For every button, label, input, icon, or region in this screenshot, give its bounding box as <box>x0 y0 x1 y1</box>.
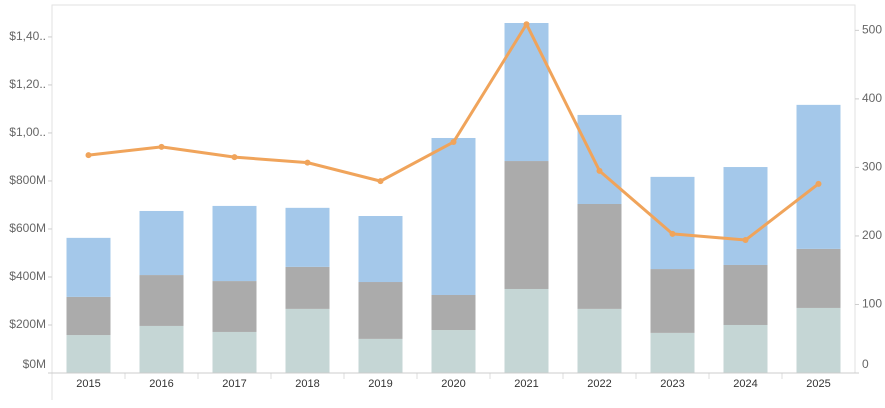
x-tick-label: 2023 <box>660 378 684 390</box>
bar-segment <box>650 332 695 373</box>
bar-segment <box>723 264 768 325</box>
bar-segment <box>504 288 549 373</box>
bar-segment <box>577 114 622 205</box>
y2-tick-label: 200 <box>862 228 882 242</box>
x-tick-label: 2025 <box>806 378 830 390</box>
line-point <box>742 237 749 244</box>
bar-segment <box>723 167 768 265</box>
x-tick-label: 2015 <box>76 378 100 390</box>
bar-segment <box>650 269 695 333</box>
y-tick-label: $200M <box>9 317 46 331</box>
line-point <box>377 178 384 185</box>
bar-segment <box>577 204 622 309</box>
bar-segment <box>139 210 184 276</box>
bar-segment <box>358 216 403 283</box>
x-tick-label: 2021 <box>514 378 538 390</box>
bar-segment <box>431 137 476 295</box>
bar-segment <box>139 275 184 326</box>
x-tick-label: 2018 <box>295 378 319 390</box>
y-tick-label: $1,20.. <box>9 77 46 91</box>
line-point <box>85 152 92 159</box>
x-tick-label: 2017 <box>222 378 246 390</box>
x-tick-label: 2019 <box>368 378 392 390</box>
line-point <box>231 154 238 161</box>
bar-segment <box>212 281 257 332</box>
bar-segment <box>139 325 184 373</box>
bar-segment <box>431 294 476 331</box>
bar-segment <box>285 207 330 267</box>
bar-segment <box>358 338 403 373</box>
bar-segment <box>796 248 841 308</box>
bar-segment <box>358 282 403 339</box>
y-tick-label: $600M <box>9 221 46 235</box>
line-point <box>304 159 311 166</box>
line-point <box>815 180 822 187</box>
y-tick-label: $1,40.. <box>9 29 46 43</box>
x-tick-label: 2024 <box>733 378 757 390</box>
line-point <box>596 167 603 174</box>
line-point <box>158 143 165 150</box>
y-tick-label: $400M <box>9 269 46 283</box>
bar-segment <box>66 237 111 297</box>
bar-segment <box>796 104 841 249</box>
bar-segment <box>796 307 841 373</box>
bar-segment <box>650 176 695 270</box>
bar-segment <box>504 23 549 162</box>
x-tick-label: 2016 <box>149 378 173 390</box>
y-tick-label: $1,00.. <box>9 125 46 139</box>
bar-segment <box>285 266 330 309</box>
bar-segment <box>504 161 549 289</box>
bar-segment <box>66 296 111 336</box>
bar-segment <box>212 205 257 282</box>
line-point <box>669 230 676 237</box>
y2-tick-label: 500 <box>862 23 882 37</box>
y2-tick-label: 400 <box>862 91 882 105</box>
y-tick-label: $800M <box>9 173 46 187</box>
y2-tick-label: 300 <box>862 160 882 174</box>
y2-tick-label: 0 <box>862 357 869 371</box>
y2-tick-label: 100 <box>862 297 882 311</box>
bar-segment <box>723 324 768 373</box>
line-point <box>523 21 530 28</box>
bar-segment <box>285 308 330 373</box>
x-tick-label: 2022 <box>587 378 611 390</box>
y-tick-label: $0M <box>23 357 46 371</box>
bar-segment <box>431 330 476 373</box>
bar-segment <box>577 308 622 373</box>
line-point <box>450 139 457 146</box>
bar-segment <box>212 331 257 373</box>
bar-segment <box>66 335 111 373</box>
x-tick-label: 2020 <box>441 378 465 390</box>
